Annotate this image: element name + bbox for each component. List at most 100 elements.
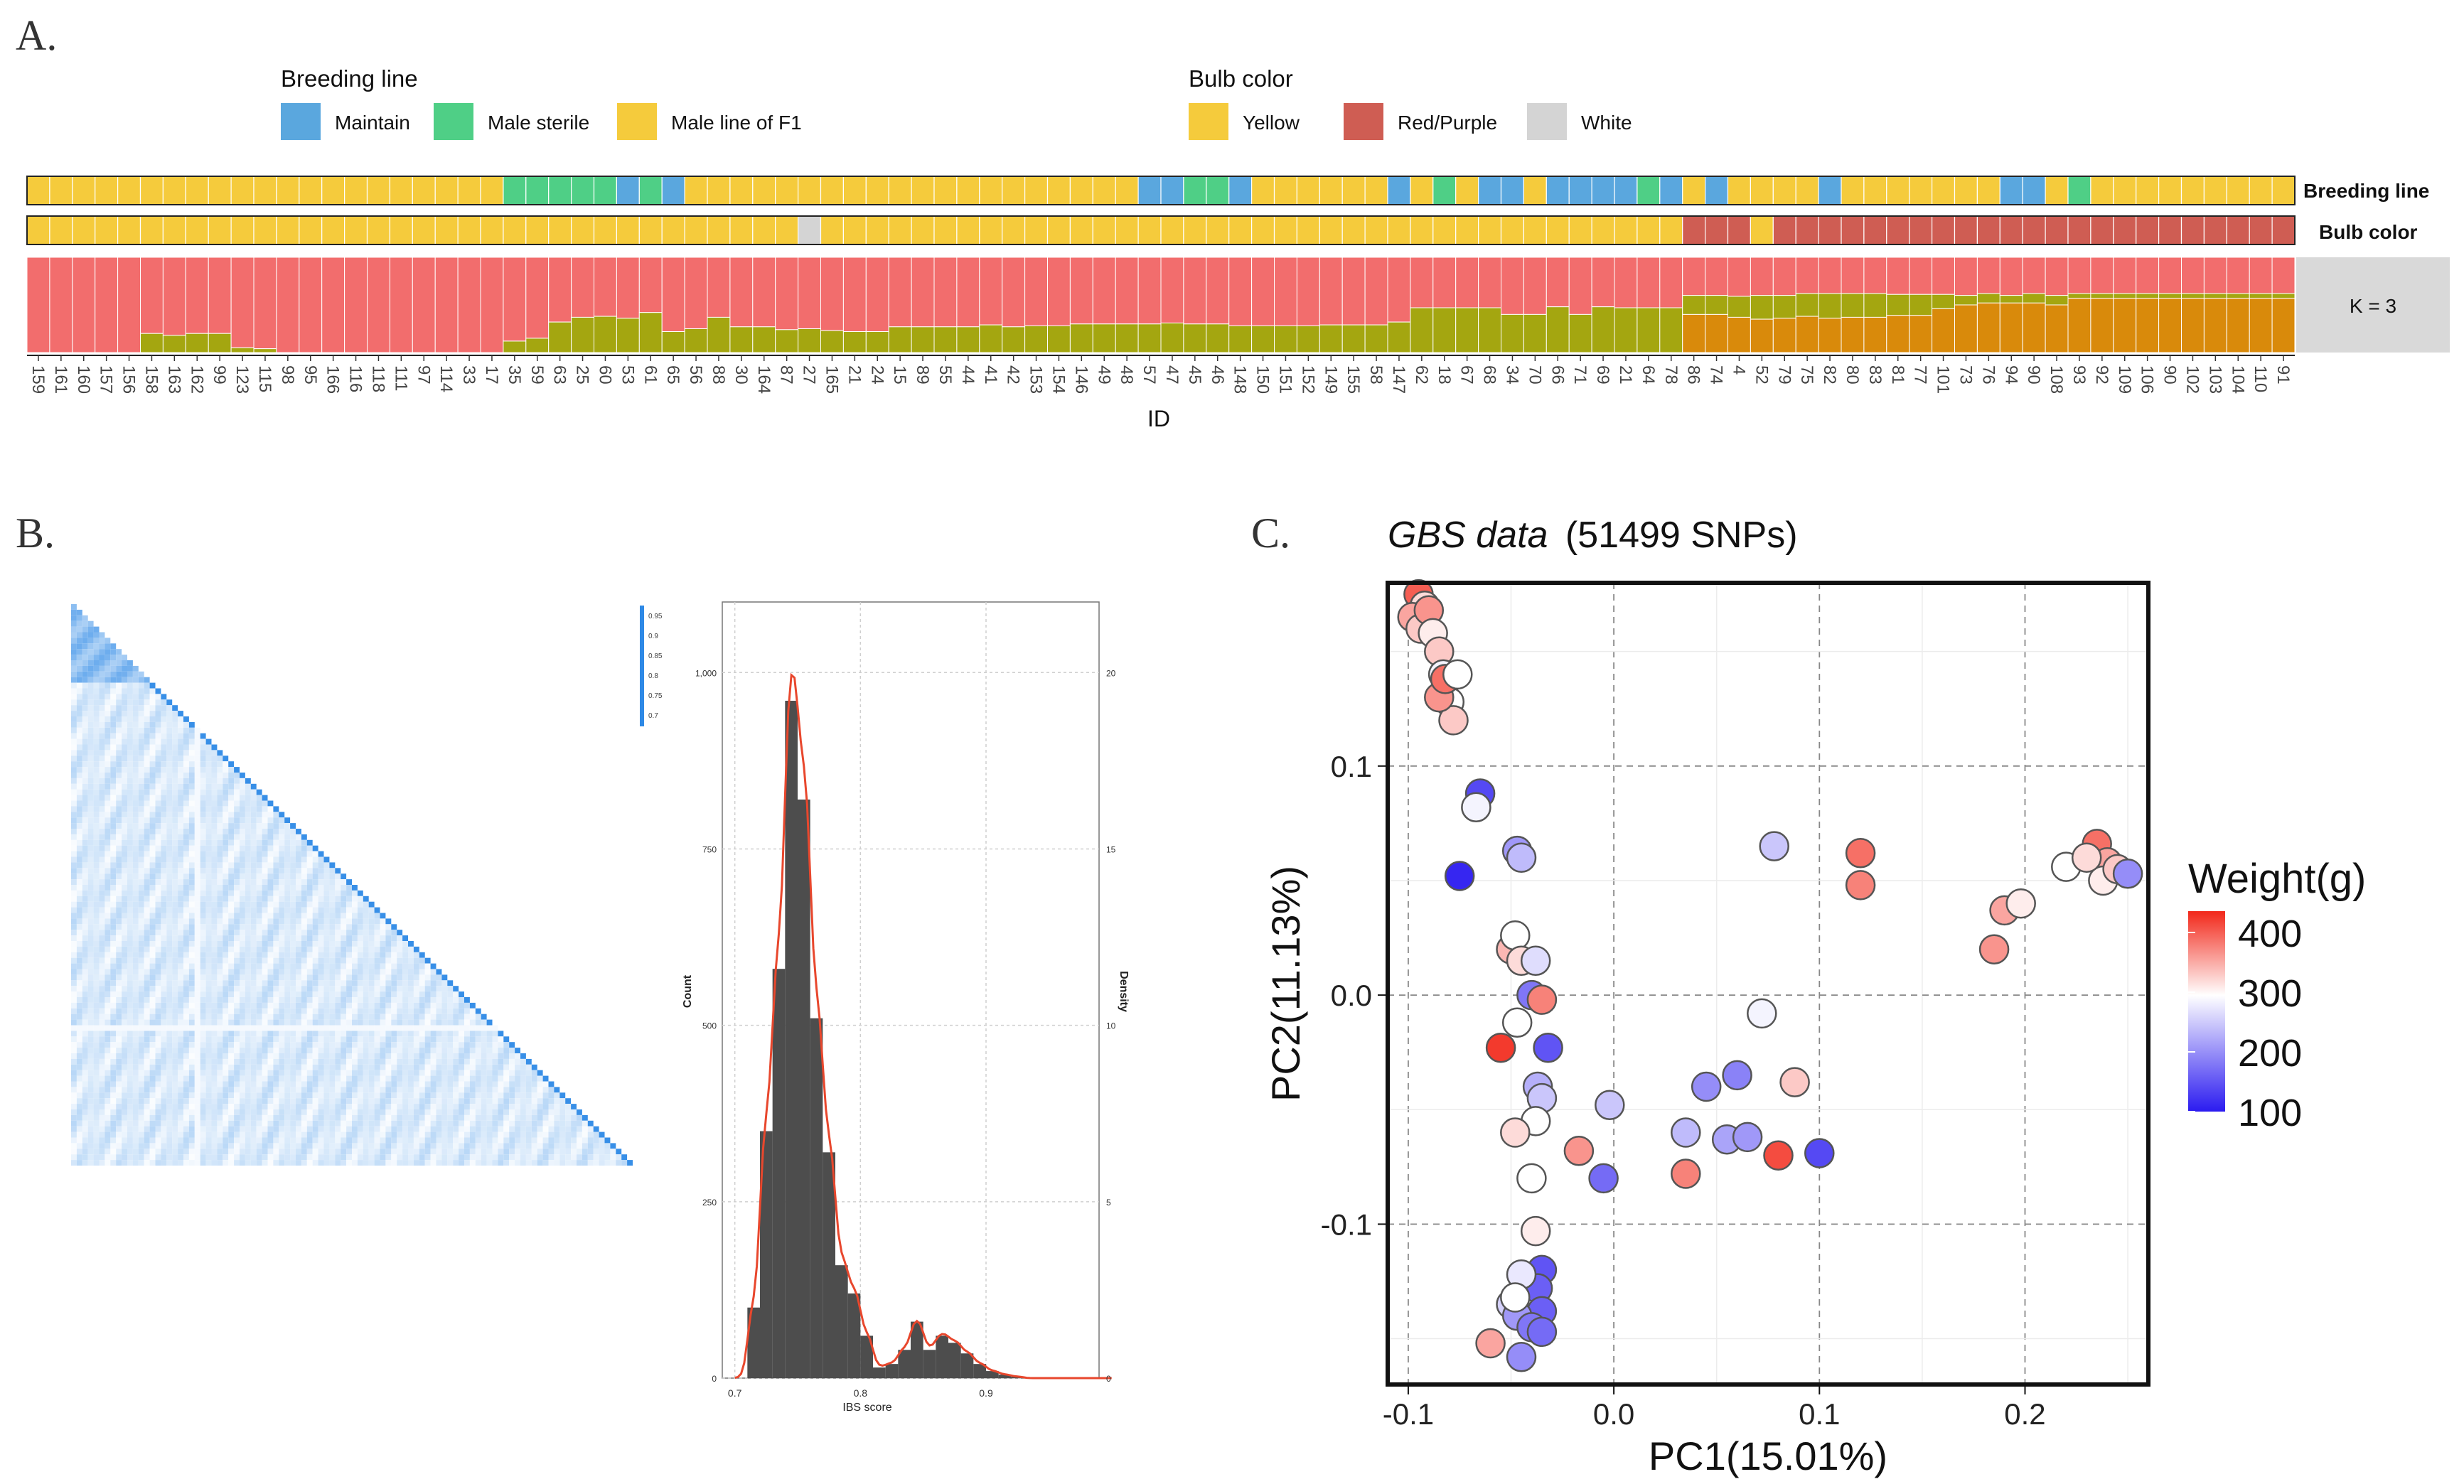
heat-cell bbox=[105, 997, 111, 1003]
heat-cell bbox=[116, 974, 122, 981]
heat-cell bbox=[155, 733, 161, 739]
heat-cell bbox=[565, 1104, 572, 1109]
heat-cell bbox=[250, 901, 257, 908]
id-tick-label: 66 bbox=[1548, 365, 1567, 385]
heat-cell bbox=[71, 823, 77, 829]
heat-cell bbox=[99, 1048, 105, 1053]
heat-cell bbox=[408, 1053, 414, 1059]
heat-cell bbox=[368, 1025, 375, 1031]
heat-cell bbox=[178, 969, 183, 975]
heat-cell bbox=[250, 845, 257, 851]
heat-cell bbox=[211, 823, 218, 829]
heat-cell bbox=[408, 1019, 414, 1026]
heat-cell bbox=[183, 913, 189, 919]
heat-cell bbox=[262, 1087, 268, 1093]
heat-cell bbox=[223, 946, 229, 952]
heat-cell bbox=[385, 997, 392, 1003]
heat-cell bbox=[515, 1109, 520, 1115]
heat-cell bbox=[436, 969, 442, 975]
heat-cell bbox=[76, 671, 82, 677]
heat-cell bbox=[525, 1104, 532, 1109]
heat-cell bbox=[166, 879, 173, 885]
heat-cell bbox=[132, 879, 139, 885]
heat-cell bbox=[402, 1114, 408, 1121]
id-tick-label: 108 bbox=[2047, 365, 2066, 394]
heat-cell bbox=[166, 721, 173, 728]
heat-cell bbox=[76, 957, 82, 964]
heat-cell bbox=[284, 1104, 291, 1109]
heat-cell bbox=[166, 997, 173, 1003]
structure-bar-k2 bbox=[1002, 326, 1026, 353]
heat-cell bbox=[87, 907, 94, 913]
heat-cell bbox=[374, 907, 380, 913]
heat-cell bbox=[481, 1064, 487, 1070]
heat-cell bbox=[122, 1092, 127, 1099]
heat-cell bbox=[245, 986, 251, 992]
heat-cell bbox=[172, 773, 178, 778]
heat-cell bbox=[262, 1048, 268, 1053]
heat-cell bbox=[424, 1058, 431, 1065]
heat-cell bbox=[149, 969, 156, 975]
heat-cell bbox=[306, 1098, 313, 1104]
heat-cell bbox=[380, 969, 386, 975]
heat-cell bbox=[138, 1075, 144, 1082]
heat-cell bbox=[76, 963, 82, 969]
heat-cell bbox=[279, 1013, 285, 1020]
structure-bar-k3 bbox=[2136, 298, 2160, 353]
heat-cell bbox=[161, 789, 167, 795]
heat-cell bbox=[515, 1092, 520, 1099]
heat-cell bbox=[194, 783, 200, 790]
heat-cell bbox=[498, 1109, 504, 1115]
heat-cell bbox=[318, 952, 324, 958]
heat-cell bbox=[279, 986, 285, 992]
heat-cell bbox=[194, 1025, 200, 1031]
heat-cell bbox=[256, 941, 262, 947]
heat-cell bbox=[318, 1104, 324, 1109]
heat-cell bbox=[144, 1048, 150, 1053]
heat-cell bbox=[245, 1098, 251, 1104]
heat-cell bbox=[127, 812, 133, 818]
heat-cell bbox=[132, 1114, 139, 1121]
heat-cell bbox=[71, 1019, 77, 1026]
structure-bar-k2 bbox=[1160, 322, 1184, 353]
heat-cell bbox=[76, 885, 82, 891]
heat-cell bbox=[93, 665, 100, 672]
heat-cell bbox=[391, 1070, 397, 1076]
heat-cell bbox=[82, 1114, 88, 1121]
heat-cell bbox=[223, 789, 229, 795]
heat-cell bbox=[475, 1048, 481, 1053]
heat-cell bbox=[188, 733, 195, 739]
heat-cell bbox=[155, 756, 161, 762]
heat-cell bbox=[172, 991, 178, 997]
heat-cell bbox=[93, 744, 100, 751]
heat-cell bbox=[144, 721, 150, 728]
heat-cell bbox=[155, 946, 161, 952]
heat-cell bbox=[335, 1114, 341, 1121]
heat-cell bbox=[188, 873, 195, 880]
breeding-cell bbox=[1341, 176, 1366, 205]
heat-cell bbox=[127, 957, 133, 964]
heat-cell bbox=[363, 1109, 369, 1115]
breeding-cell bbox=[1024, 176, 1049, 205]
heat-cell bbox=[329, 913, 336, 919]
heat-cell bbox=[245, 907, 251, 913]
heat-cell bbox=[172, 806, 178, 812]
heat-cell bbox=[155, 812, 161, 818]
heat-cell bbox=[122, 1075, 127, 1082]
heat-cell bbox=[200, 879, 206, 885]
heat-cell bbox=[284, 890, 291, 896]
heat-cell bbox=[329, 941, 336, 947]
heat-cell bbox=[116, 750, 122, 756]
heat-cell bbox=[234, 1031, 240, 1037]
heat-cell bbox=[548, 1104, 555, 1109]
heat-cell bbox=[374, 913, 380, 919]
heat-cell bbox=[234, 856, 240, 863]
heat-cell bbox=[413, 1114, 419, 1121]
bulb-cell bbox=[842, 215, 867, 245]
structure-bar-k1 bbox=[140, 257, 164, 334]
heat-cell bbox=[127, 980, 133, 986]
heat-cell bbox=[301, 1092, 307, 1099]
heat-cell bbox=[323, 952, 330, 958]
heat-cell bbox=[250, 856, 257, 863]
heat-cell bbox=[99, 1098, 105, 1104]
